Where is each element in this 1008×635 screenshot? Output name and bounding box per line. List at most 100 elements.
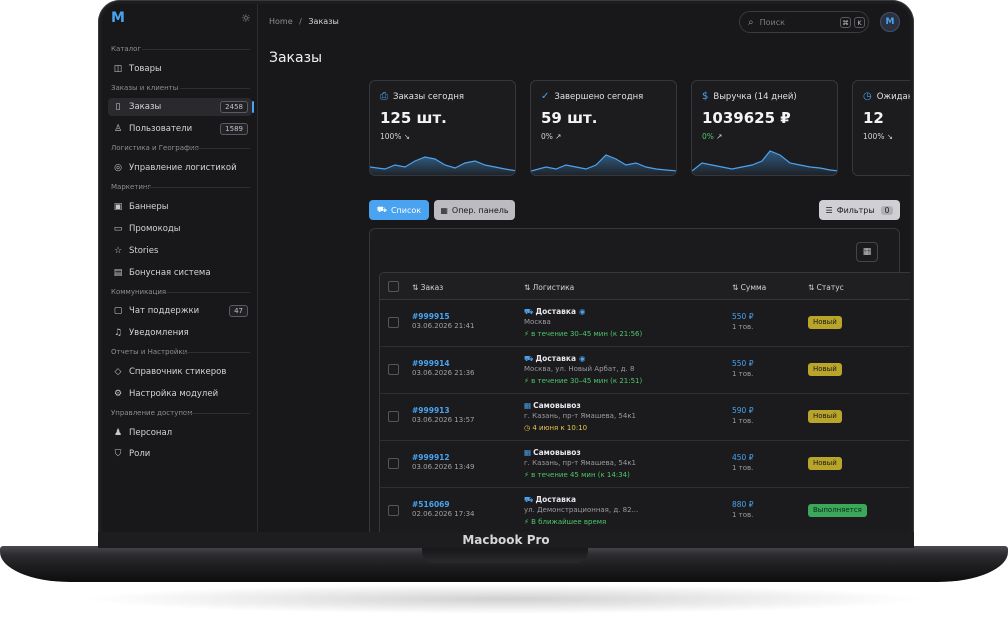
section-divider: [186, 413, 250, 414]
sidebar-item-logistics[interactable]: ◎ Управление логистикой: [108, 159, 252, 177]
sidebar-item-roles[interactable]: ⛉ Роли: [108, 445, 252, 463]
pin-icon: ◉: [579, 354, 586, 363]
avatar[interactable]: M: [880, 12, 900, 32]
sidebar-item-staff[interactable]: ♟ Персонал: [108, 424, 252, 442]
sidebar-item-stickers[interactable]: ◇ Справочник стикеров: [108, 363, 252, 381]
sidebar-item-support-chat[interactable]: ▢ Чат поддержки 47: [108, 302, 252, 320]
sidebar-item-label: Бонусная система: [129, 268, 211, 278]
select-all-checkbox[interactable]: [388, 281, 399, 292]
sidebar-item-label: Промокоды: [129, 224, 181, 234]
table-view-toggle[interactable]: ▦: [856, 242, 878, 262]
search-input[interactable]: ⌕ Поиск ⌘ K: [739, 11, 869, 33]
filters-button[interactable]: ☰ Фильтры 0: [819, 200, 900, 220]
lightning-icon: ⚡: [524, 377, 532, 385]
table-row[interactable]: #999913 03.06.2026 13:57 ▦ Самовывоз г. Каза…: [379, 394, 910, 441]
sidebar-item-modules[interactable]: ⚙ Настройка модулей: [108, 385, 252, 403]
row-checkbox[interactable]: [388, 458, 399, 469]
row-checkbox[interactable]: [388, 505, 399, 516]
order-date: 02.06.2026 17:34: [412, 510, 475, 518]
stat-change-value: 0%: [541, 132, 553, 141]
column-sum[interactable]: ⇅ Сумма: [732, 283, 766, 292]
table-row[interactable]: #999912 03.06.2026 13:49 ▦ Самовывоз г. Каза…: [379, 441, 910, 488]
filters-label: Фильтры: [836, 205, 875, 215]
screen: M ☼ Каталог ◫ Товары Заказы и клиенты ▯ …: [102, 4, 910, 532]
stat-change: 100% ↘: [863, 132, 893, 141]
sidebar-item-label: Уведомления: [129, 328, 189, 338]
trend-up-icon: ↗: [716, 132, 723, 141]
column-sum-label: Сумма: [740, 283, 767, 292]
section-title-communication: Коммуникация: [111, 288, 167, 296]
breadcrumb: Home / Заказы: [269, 17, 339, 26]
order-price: 880 ₽: [732, 500, 754, 509]
sort-icon: ⇅: [412, 283, 421, 292]
sidebar-item-label: Пользователи: [129, 124, 193, 134]
sidebar-item-banners[interactable]: ▣ Баннеры: [108, 198, 252, 216]
stat-card-revenue: $ Выручка (14 дней) 1039625 ₽ 0% ↗: [691, 80, 838, 176]
main-content: Home / Заказы ⌕ Поиск ⌘ K M Заказы ⎙ Зака…: [259, 4, 910, 532]
order-qty: 1 тов.: [732, 464, 754, 472]
section-title-catalog: Каталог: [111, 45, 142, 53]
stat-change-value: 0%: [702, 132, 714, 141]
table-row[interactable]: #999915 03.06.2026 21:41 ⛟ Доставка ◉ Москва ⚡…: [379, 300, 910, 347]
column-order-label: Заказ: [420, 283, 444, 292]
logistics-address: Москва: [524, 318, 551, 326]
order-id-link[interactable]: #999913: [412, 406, 450, 415]
ops-panel-button[interactable]: ▦ Опер. панель: [434, 200, 515, 220]
sidebar-item-stories[interactable]: ☆ Stories: [108, 242, 252, 260]
logistics-type-label: Доставка: [535, 495, 577, 504]
sidebar-item-products[interactable]: ◫ Товары: [108, 60, 252, 78]
sort-icon: ⇅: [808, 283, 817, 292]
sidebar-item-orders[interactable]: ▯ Заказы 2458: [108, 98, 254, 116]
star-icon: ☆: [113, 246, 123, 256]
logistics-time: ⚡ В ближайшее время: [524, 518, 606, 526]
logistics-time: ⚡ в течение 30–45 мин (к 21:56): [524, 330, 642, 338]
filters-count: 0: [880, 205, 894, 215]
status-badge: Новый: [808, 316, 842, 329]
logistics-address: Москва, ул. Новый Арбат, д. 8: [524, 365, 635, 373]
stat-title-row: $ Выручка (14 дней): [702, 91, 797, 102]
globe-icon: ◎: [114, 163, 122, 173]
section-divider: [182, 352, 250, 353]
row-checkbox[interactable]: [388, 364, 399, 375]
sidebar-item-promocodes[interactable]: ▭ Промокоды: [108, 220, 252, 238]
sidebar-item-notifications[interactable]: ♫ Уведомления: [108, 324, 252, 342]
table-row[interactable]: #999914 03.06.2026 21:36 ⛟ Доставка ◉ Москва,…: [379, 347, 910, 394]
status-badge: Новый: [808, 410, 842, 423]
column-status[interactable]: ⇅ Статус: [808, 283, 844, 292]
logistics-address: ул. Демонстрационная, д. 82...: [524, 506, 639, 514]
sparkline-completed-today: [531, 154, 676, 175]
order-date: 03.06.2026 13:57: [412, 416, 475, 424]
logo[interactable]: M: [111, 10, 125, 26]
sidebar-item-bonus[interactable]: ▤ Бонусная система: [108, 264, 252, 282]
order-price: 590 ₽: [732, 406, 754, 415]
stat-title: Заказы сегодня: [393, 91, 465, 102]
order-date: 03.06.2026 21:36: [412, 369, 475, 377]
laptop-notch: [422, 546, 588, 563]
row-checkbox[interactable]: [388, 317, 399, 328]
logistics-address: г. Казань, пр-т Ямашева, 54к1: [524, 412, 636, 420]
table-icon: ▦: [862, 247, 872, 257]
stat-title-row: ⎙ Заказы сегодня: [380, 91, 464, 102]
sidebar-item-users[interactable]: ♙ Пользователи 1589: [108, 120, 252, 138]
row-checkbox[interactable]: [388, 411, 399, 422]
page-title: Заказы: [269, 50, 323, 66]
section-divider: [142, 49, 250, 50]
theme-toggle-icon[interactable]: ☼: [241, 12, 251, 25]
column-order[interactable]: ⇅ Заказ: [412, 283, 443, 292]
section-title-logistics: Логистика и География: [111, 144, 199, 152]
truck-icon: ⛟: [524, 495, 534, 504]
status-badge: Выполняется: [808, 504, 867, 517]
table-row[interactable]: #516069 02.06.2026 17:34 ⛟ Доставка ул. Демо…: [379, 488, 910, 532]
order-id-link[interactable]: #999914: [412, 359, 450, 368]
column-logistics-label: Логистика: [532, 283, 575, 292]
order-id-link[interactable]: #516069: [412, 500, 450, 509]
order-id-link[interactable]: #999915: [412, 312, 450, 321]
lightning-icon: ⚡: [524, 471, 532, 479]
breadcrumb-home[interactable]: Home: [269, 17, 293, 26]
box-icon: ◫: [113, 64, 123, 74]
trend-down-icon: ↘: [886, 132, 894, 141]
order-id-link[interactable]: #999912: [412, 453, 450, 462]
column-logistics[interactable]: ⇅ Логистика: [524, 283, 574, 292]
list-view-button[interactable]: ⛟ Список: [369, 200, 429, 220]
order-qty: 1 тов.: [732, 417, 754, 425]
